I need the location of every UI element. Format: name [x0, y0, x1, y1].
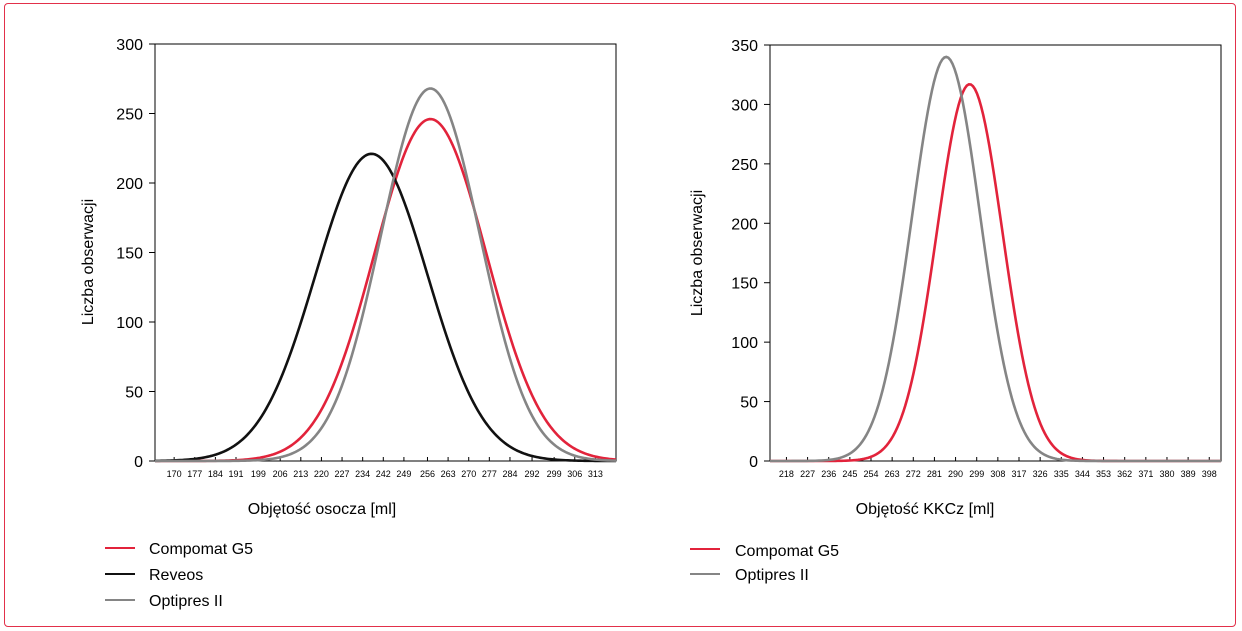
series-line-compomat-g5 — [770, 83, 1221, 463]
x-tick-label: 249 — [396, 469, 411, 479]
x-axis: 218 227 236 245 254 263 272 281 290 299 308 317 326 3… — [779, 457, 1217, 479]
y-axis-label: Liczba obserwacji — [80, 199, 97, 325]
x-tick-label: 292 — [525, 469, 540, 479]
legend-item-optipres: Optipres II — [735, 567, 809, 584]
x-tick-label: 177 — [187, 469, 202, 479]
x-tick-label: 213 — [293, 469, 308, 479]
x-tick-label: 344 — [1075, 469, 1090, 479]
y-tick-label: 0 — [749, 454, 758, 471]
x-tick-label: 227 — [800, 469, 815, 479]
x-tick-label: 218 — [779, 469, 794, 479]
x-axis-label: Objętość osocza [ml] — [248, 501, 397, 518]
y-tick-label: 0 — [134, 454, 143, 471]
y-tick-label: 50 — [125, 385, 143, 402]
series-curves — [770, 55, 1221, 463]
y-tick-label: 250 — [116, 107, 143, 124]
plot-frame — [769, 44, 1222, 462]
x-tick-label: 184 — [208, 469, 223, 479]
y-tick-label: 200 — [731, 216, 758, 233]
plot-frame — [154, 43, 617, 462]
x-tick-label: 281 — [927, 469, 942, 479]
x-tick-label: 299 — [547, 469, 562, 479]
x-tick-label: 362 — [1117, 469, 1132, 479]
y-tick-label: 50 — [740, 395, 758, 412]
x-axis-label: Objętość KKCz [ml] — [856, 501, 995, 518]
x-tick-label: 263 — [885, 469, 900, 479]
legend: Compomat G5 Optipres II — [690, 543, 839, 584]
x-tick-label: 199 — [251, 469, 266, 479]
y-tick-label: 150 — [116, 246, 143, 263]
figure-frame — [4, 3, 1236, 627]
x-tick-label: 313 — [588, 469, 603, 479]
series-line-optipres-ii — [770, 55, 1221, 463]
x-tick-label: 284 — [502, 469, 517, 479]
x-tick-label: 317 — [1011, 469, 1026, 479]
x-tick-label: 234 — [355, 469, 370, 479]
x-tick-label: 371 — [1138, 469, 1153, 479]
chart-plasma-volume: 0 50 100 150 200 250 300 170 177 184 191 199 206 213… — [80, 37, 617, 610]
x-tick-label: 254 — [863, 469, 878, 479]
x-tick-label: 170 — [167, 469, 182, 479]
x-tick-label: 299 — [969, 469, 984, 479]
x-tick-label: 227 — [335, 469, 350, 479]
x-tick-label: 245 — [842, 469, 857, 479]
x-axis: 170 177 184 191 199 206 213 220 227 234 242 249 256 2… — [167, 457, 603, 479]
x-tick-label: 263 — [441, 469, 456, 479]
x-tick-label: 308 — [990, 469, 1005, 479]
y-axis: 0 50 100 150 200 250 300 350 — [731, 38, 770, 471]
x-tick-label: 242 — [376, 469, 391, 479]
y-tick-label: 100 — [116, 315, 143, 332]
legend-item-compomat: Compomat G5 — [735, 543, 839, 560]
y-tick-label: 100 — [731, 335, 758, 352]
x-tick-label: 353 — [1096, 469, 1111, 479]
x-tick-label: 220 — [314, 469, 329, 479]
y-tick-label: 300 — [116, 37, 143, 54]
x-tick-label: 380 — [1159, 469, 1174, 479]
x-tick-label: 270 — [461, 469, 476, 479]
series-line-optipres-ii — [155, 87, 617, 463]
x-tick-label: 277 — [482, 469, 497, 479]
x-tick-label: 191 — [228, 469, 243, 479]
x-tick-label: 326 — [1033, 469, 1048, 479]
y-axis-label: Liczba obserwacji — [689, 190, 706, 316]
x-tick-label: 389 — [1181, 469, 1196, 479]
x-tick-label: 256 — [420, 469, 435, 479]
y-tick-label: 200 — [116, 176, 143, 193]
y-tick-label: 150 — [731, 276, 758, 293]
legend: Compomat G5 Reveos Optipres II — [105, 541, 253, 610]
x-tick-label: 272 — [906, 469, 921, 479]
legend-item-compomat: Compomat G5 — [149, 541, 253, 558]
chart-rbc-volume: 0 50 100 150 200 250 300 350 218 227 236 245 254 263… — [689, 38, 1222, 584]
legend-item-optipres: Optipres II — [149, 593, 223, 610]
x-tick-label: 290 — [948, 469, 963, 479]
x-tick-label: 236 — [821, 469, 836, 479]
legend-item-reveos: Reveos — [149, 567, 203, 584]
y-axis: 0 50 100 150 200 250 300 — [116, 37, 155, 471]
y-tick-label: 250 — [731, 157, 758, 174]
x-tick-label: 335 — [1054, 469, 1069, 479]
series-curves — [154, 87, 617, 463]
x-tick-label: 206 — [273, 469, 288, 479]
y-tick-label: 350 — [731, 38, 758, 55]
y-tick-label: 300 — [731, 97, 758, 114]
x-tick-label: 306 — [567, 469, 582, 479]
series-line-compomat-g5 — [155, 117, 617, 463]
x-tick-label: 398 — [1202, 469, 1217, 479]
series-line-reveos — [154, 152, 617, 463]
